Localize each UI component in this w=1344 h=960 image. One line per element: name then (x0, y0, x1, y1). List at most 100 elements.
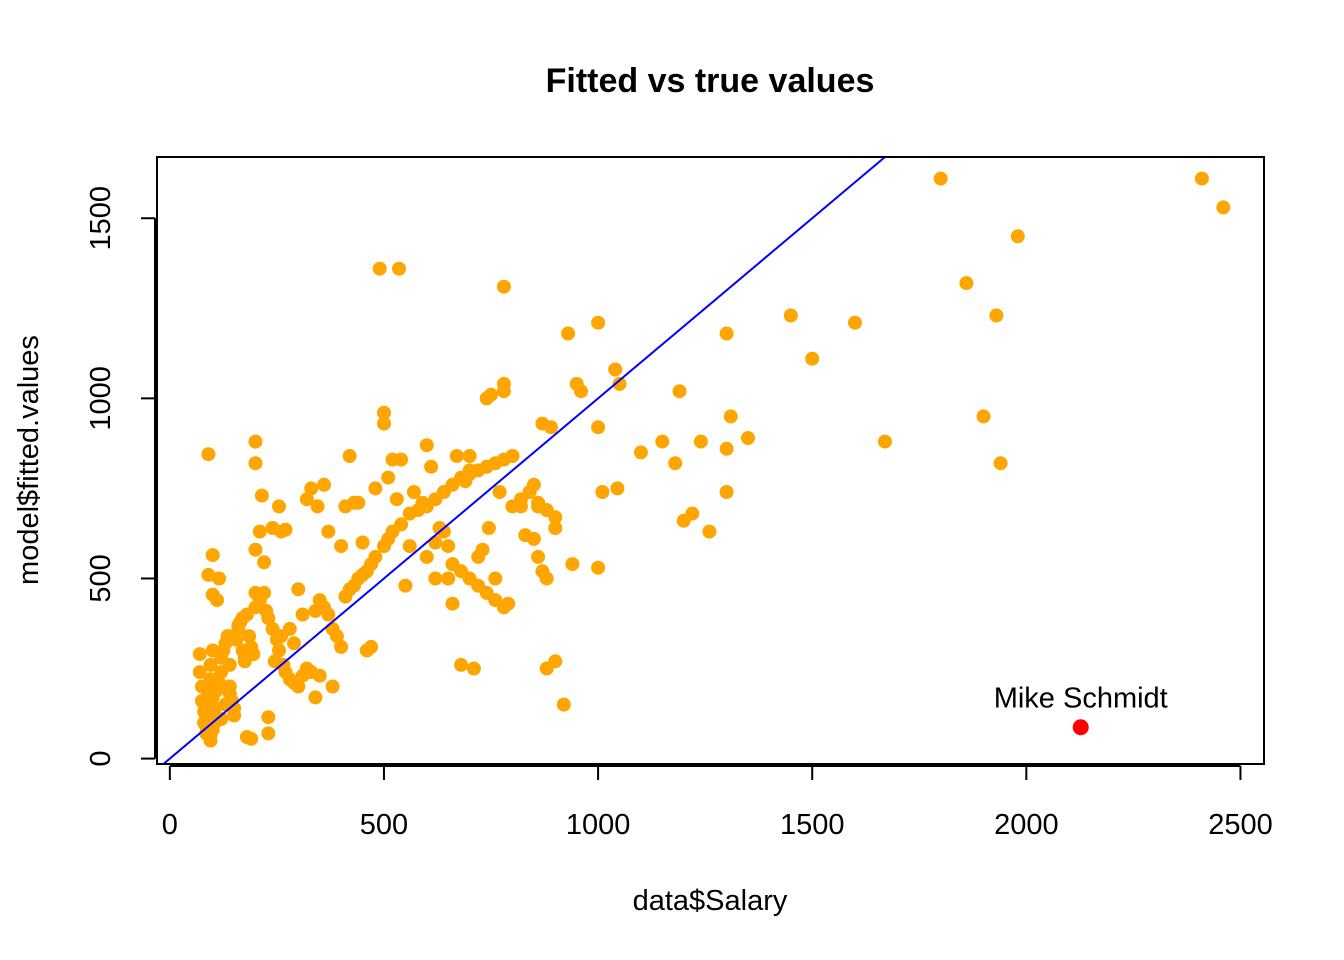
data-point (248, 434, 263, 449)
data-point (248, 456, 263, 471)
data-point (282, 621, 297, 636)
data-point (351, 495, 366, 510)
data-point (291, 582, 306, 597)
data-point (1010, 229, 1025, 244)
data-point (595, 485, 610, 499)
data-point (449, 449, 464, 463)
data-point (492, 485, 507, 499)
data-point (719, 326, 734, 341)
data-point (192, 647, 207, 662)
data-point (212, 571, 227, 586)
data-point (392, 261, 406, 276)
data-point (633, 445, 648, 460)
data-point (377, 405, 391, 420)
data-point (201, 567, 216, 582)
x-tick-label: 1500 (780, 809, 845, 841)
data-point (192, 665, 207, 680)
data-point (329, 629, 344, 644)
data-point (242, 629, 257, 644)
data-point (548, 654, 563, 669)
y-tick-label: 0 (85, 751, 117, 767)
x-axis: 0 500 1000 1500 2000 2500 (162, 765, 1273, 841)
data-point (257, 585, 272, 600)
reference-line (162, 156, 886, 765)
data-point (299, 492, 314, 507)
data-point (237, 650, 252, 665)
data-point (244, 731, 259, 746)
data-point (257, 555, 272, 570)
data-point (428, 571, 443, 586)
data-point (364, 639, 379, 654)
data-point (310, 499, 325, 514)
data-point (308, 690, 323, 705)
data-point (475, 542, 490, 557)
x-tick-label: 2500 (1208, 809, 1273, 841)
data-point (556, 697, 571, 712)
data-point (207, 701, 222, 716)
data-point (445, 596, 460, 611)
reference-line-layer (162, 156, 886, 765)
data-point (398, 578, 413, 593)
plot-frame (156, 156, 1265, 765)
data-point (719, 485, 734, 499)
data-point (548, 510, 563, 525)
data-point (1194, 171, 1209, 186)
data-point (254, 488, 269, 503)
data-point (210, 593, 224, 608)
data-point (419, 438, 434, 453)
data-point (394, 517, 409, 532)
data-point (959, 276, 974, 291)
y-axis: 0 500 1000 1500 (85, 186, 156, 767)
data-point (933, 171, 948, 186)
data-point (334, 639, 349, 654)
data-point (402, 539, 417, 554)
x-tick-label: 2000 (994, 809, 1059, 841)
data-point (291, 679, 306, 694)
data-point (355, 535, 370, 550)
data-point (608, 362, 623, 377)
data-point (591, 420, 606, 435)
data-point (406, 485, 421, 499)
data-point (295, 607, 310, 622)
data-points (192, 171, 1231, 748)
data-point (462, 463, 477, 478)
data-point (381, 470, 396, 485)
data-point (415, 495, 430, 510)
data-point (229, 632, 244, 647)
data-point (685, 506, 700, 521)
data-point (304, 481, 319, 496)
data-point (342, 449, 357, 463)
data-point (214, 712, 229, 726)
data-point (222, 686, 237, 701)
data-point (203, 657, 218, 672)
data-point (518, 528, 533, 543)
data-point (488, 571, 503, 586)
data-point (591, 315, 606, 330)
y-tick-label: 1500 (85, 186, 117, 251)
highlight-label: Mike Schmidt (994, 682, 1168, 714)
y-tick-label: 500 (85, 554, 117, 602)
data-point (993, 456, 1008, 471)
data-point (723, 409, 738, 424)
data-point (201, 447, 216, 462)
data-point (227, 708, 242, 723)
data-point (321, 524, 336, 539)
data-point (441, 539, 456, 554)
data-point (424, 459, 439, 474)
data-point (203, 728, 218, 743)
data-point (261, 710, 276, 725)
data-point (655, 434, 670, 449)
data-point (783, 308, 798, 323)
data-point (693, 434, 708, 449)
x-tick-label: 1000 (566, 809, 631, 841)
data-point (377, 416, 391, 431)
x-tick-label: 0 (162, 809, 178, 841)
data-point (612, 376, 627, 391)
data-point (248, 542, 263, 557)
data-point (848, 315, 862, 330)
data-point (719, 441, 734, 456)
data-point (976, 409, 991, 424)
data-point (261, 611, 276, 626)
data-point (278, 522, 293, 537)
